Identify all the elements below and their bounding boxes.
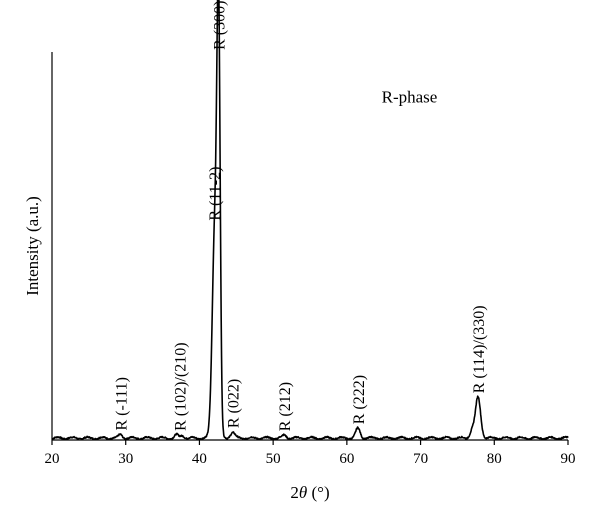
peak-label: R (102)/(210) (173, 342, 190, 430)
peak-label: R (114)/(330) (471, 305, 488, 393)
peak-label: R (222) (351, 375, 368, 424)
xrd-pattern-line (51, 0, 569, 441)
axes (51, 52, 568, 441)
y-axis-title: Intensity (a.u.) (23, 196, 42, 296)
phase-annotation: R-phase (382, 87, 438, 106)
x-tick-label: 60 (339, 451, 354, 467)
x-axis-title-variable: θ (299, 483, 307, 502)
x-axis-title: 2θ (°) (290, 483, 329, 502)
x-tick-label: 20 (45, 451, 60, 467)
x-axis-title-prefix: 2 (290, 483, 299, 502)
x-tick-label: 50 (266, 451, 281, 467)
x-tick-label: 30 (118, 451, 133, 467)
x-tick-label: 70 (413, 451, 428, 467)
peak-label: R (300) (212, 1, 229, 50)
peak-labels: R (-111) R (102)/(210) R (11-2) R (300) R (0… (114, 1, 489, 432)
x-axis-title-unit: (°) (307, 483, 329, 502)
peak-label: R (212) (277, 382, 294, 431)
peak-label: R (022) (226, 379, 243, 428)
x-tick-label: 90 (561, 451, 576, 467)
x-tick-label: 40 (192, 451, 207, 467)
x-tick-label: 80 (487, 451, 502, 467)
peak-label: R (-111) (114, 377, 131, 430)
x-ticks: 20 30 40 50 60 70 80 90 (45, 440, 576, 467)
peak-label: R (11-2) (207, 167, 224, 221)
